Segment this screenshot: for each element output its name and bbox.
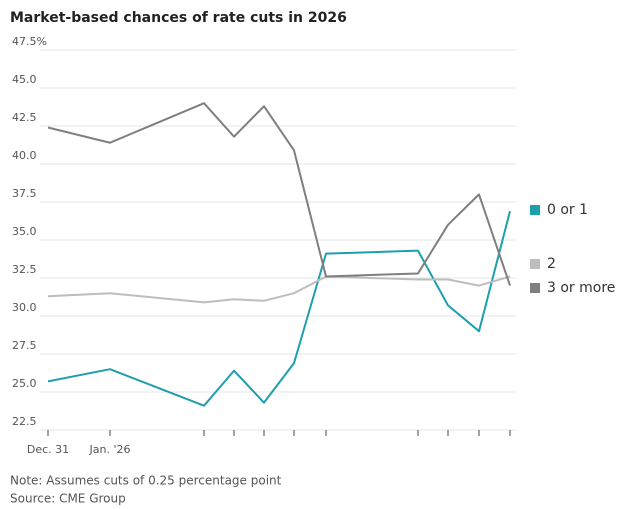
y-tick-label: 42.5 xyxy=(12,111,37,124)
series-line xyxy=(47,275,511,304)
y-tick-label: 25.0 xyxy=(12,377,37,390)
series-line xyxy=(47,102,511,286)
chart-title: Market-based chances of rate cuts in 202… xyxy=(10,10,347,26)
x-tick-label: Jan. '26 xyxy=(89,443,131,456)
y-tick-label: 32.5 xyxy=(12,263,37,276)
y-tick-label: 27.5 xyxy=(12,339,37,352)
y-tick-label: 37.5 xyxy=(12,187,37,200)
legend-label: 3 or more xyxy=(547,280,615,296)
y-tick-label: 47.5% xyxy=(12,35,47,48)
y-tick-label: 45.0 xyxy=(12,73,37,86)
source: Source: CME Group xyxy=(10,492,126,506)
y-tick-label: 35.0 xyxy=(12,225,37,238)
y-tick-label: 30.0 xyxy=(12,301,37,314)
series-line xyxy=(47,210,511,407)
legend-swatch xyxy=(530,205,540,215)
x-tick-label: Dec. 31 xyxy=(27,443,69,456)
note: Note: Assumes cuts of 0.25 percentage po… xyxy=(10,474,282,488)
legend-label: 0 or 1 xyxy=(547,202,588,218)
legend-label: 2 xyxy=(547,256,556,272)
y-tick-label: 40.0 xyxy=(12,149,37,162)
legend-swatch xyxy=(530,259,540,269)
y-tick-label: 22.5 xyxy=(12,415,37,428)
legend-swatch xyxy=(530,283,540,293)
